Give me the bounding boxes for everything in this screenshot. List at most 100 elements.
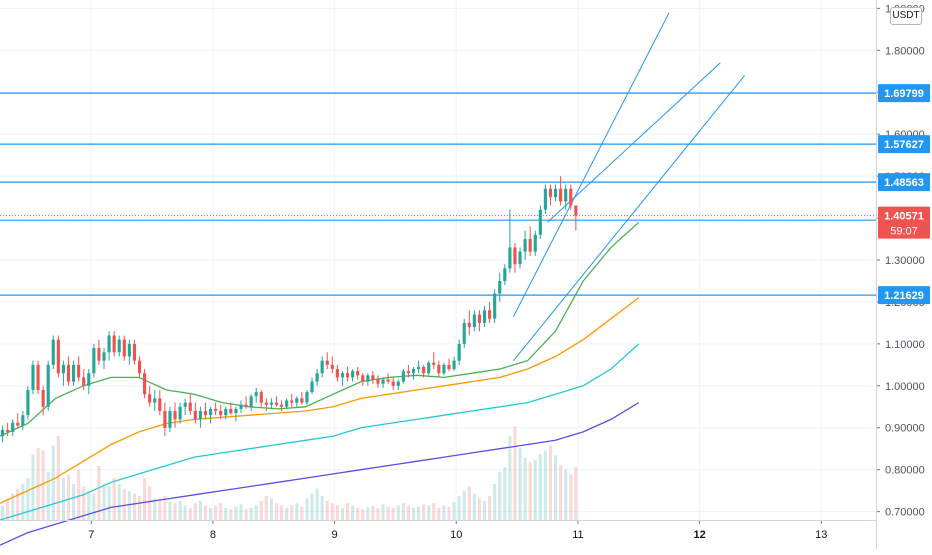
volume-bar (31, 454, 35, 520)
volume-bar (127, 491, 131, 520)
volume-bar (107, 486, 111, 520)
candle-body (523, 239, 527, 252)
candle-body (203, 410, 208, 416)
volume-bar (351, 505, 355, 520)
volume-bar (376, 508, 380, 520)
level-tag (878, 84, 930, 103)
volume-bar (11, 493, 15, 520)
candle-body (376, 379, 380, 384)
candle-body (143, 373, 147, 395)
volume-bar (518, 448, 522, 520)
volume-bar (513, 426, 517, 520)
candle-body (36, 364, 40, 390)
grid (0, 0, 876, 520)
level-tag (878, 286, 930, 305)
volume-bar (208, 508, 213, 520)
volume-bar (315, 488, 319, 520)
volume-bar (264, 496, 268, 520)
volume-bar (219, 503, 223, 520)
volume-bar (305, 498, 309, 520)
volume-bar (122, 488, 126, 520)
candle-body (158, 398, 162, 411)
volume-bar (345, 503, 350, 520)
y-tick-label: 1.00000 (885, 381, 925, 393)
current-price-label: 1.40571 (884, 211, 924, 223)
currency-button[interactable]: USDT (890, 7, 922, 25)
candle-body (163, 410, 167, 428)
volume-bar (564, 469, 568, 520)
volume-bar (87, 491, 91, 520)
volume-bar (158, 500, 162, 520)
volume-bar (6, 498, 10, 520)
candle-body (239, 404, 243, 409)
volume-bar (437, 508, 441, 520)
volume-bar (183, 505, 187, 520)
candle-body (198, 410, 202, 420)
x-tick-label: 8 (210, 529, 216, 541)
candle-body (208, 408, 213, 416)
y-tick-label: 1.80000 (885, 45, 925, 57)
candle-body (274, 402, 279, 405)
candle-body (290, 400, 294, 403)
volume-bar (432, 503, 436, 520)
volume-bar (168, 502, 172, 520)
moving-average-line (0, 297, 640, 504)
trendline (512, 12, 670, 317)
candle-body (224, 408, 228, 416)
volume-bar (203, 505, 208, 520)
volume-bar (391, 508, 395, 520)
candle-body (16, 422, 20, 426)
candle-body (56, 339, 60, 374)
volume-bar (548, 445, 553, 520)
volume-bar (51, 445, 55, 520)
level-tag (878, 135, 930, 154)
candle-body (351, 371, 355, 378)
candle-body (498, 280, 502, 294)
candle-body (173, 410, 177, 420)
volume-bar (416, 506, 421, 520)
trendline (513, 75, 745, 361)
volume-bar (280, 505, 284, 520)
candle-body (269, 402, 274, 405)
candle-body (381, 379, 385, 384)
candle-body (188, 402, 192, 411)
candle-body (26, 390, 30, 416)
candle-body (300, 398, 304, 403)
volume-bar (178, 500, 182, 520)
volume-bar (340, 508, 345, 520)
volume-bar (56, 436, 60, 520)
candle-body (543, 188, 547, 210)
x-tick-label: 9 (332, 529, 338, 541)
candle-body (127, 343, 131, 357)
volume-bar (249, 508, 253, 520)
volume-bar (396, 505, 400, 520)
volume-bar (559, 464, 563, 520)
candle-body (401, 371, 405, 382)
candle-body (82, 377, 86, 386)
volume-bar (574, 467, 578, 520)
volume-bar (482, 500, 487, 520)
candle-body (340, 373, 345, 378)
candle-body (148, 394, 152, 403)
volume-bar (148, 486, 152, 520)
volume-bar (366, 506, 370, 520)
candle-body (391, 381, 395, 386)
x-tick-label: 12 (693, 529, 705, 541)
countdown-label: 59:07 (890, 226, 918, 238)
volume-bar (173, 503, 177, 520)
candle-body (305, 392, 309, 403)
level-tag (878, 173, 930, 192)
horizontal-levels (0, 92, 876, 296)
candle-body (137, 360, 142, 374)
candle-body (477, 314, 482, 323)
level-tag-label: 1.48563 (884, 177, 924, 189)
candle-body (61, 364, 65, 374)
volume-bar (285, 508, 289, 520)
candle-body (132, 343, 137, 361)
y-tick-label: 1.10000 (885, 339, 925, 351)
candle-body (102, 352, 106, 361)
candle-body (320, 360, 324, 374)
volume-bar (66, 474, 71, 520)
volume-bar (295, 503, 299, 520)
